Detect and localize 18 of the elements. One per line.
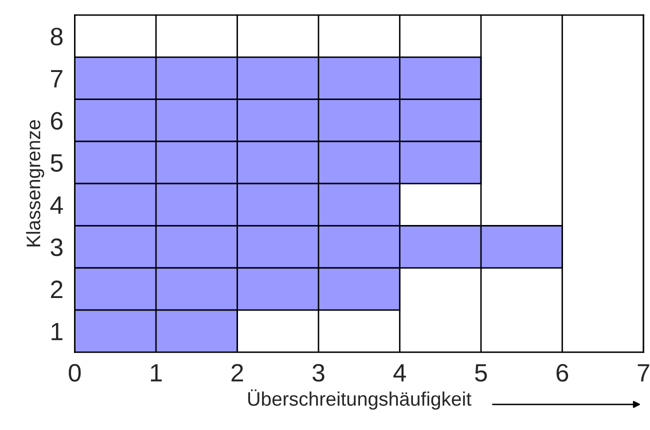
x-tick-label: 4	[393, 364, 406, 382]
y-tick-label: 2	[50, 280, 62, 298]
x-axis-title: Überschreitungshäufigkeit	[248, 389, 472, 410]
y-tick-label: 1	[52, 322, 62, 340]
x-tick-label: 1	[150, 364, 162, 382]
x-tick-label: 7	[638, 364, 650, 382]
x-tick-label: 2	[232, 364, 243, 382]
x-tick-label: 5	[475, 364, 487, 382]
x-tick-label: 6	[556, 364, 568, 382]
x-tick-label: 0	[68, 364, 81, 382]
y-axis-title: Klassengrenze	[26, 120, 44, 246]
y-tick-label: 6	[51, 112, 63, 130]
y-tick-label: 3	[50, 238, 63, 256]
y-tick-label: 8	[50, 28, 63, 46]
y-tick-label: 4	[50, 196, 63, 214]
y-tick-label: 5	[50, 154, 63, 172]
y-tick-label: 7	[51, 70, 62, 88]
x-tick-label: 3	[312, 364, 324, 382]
